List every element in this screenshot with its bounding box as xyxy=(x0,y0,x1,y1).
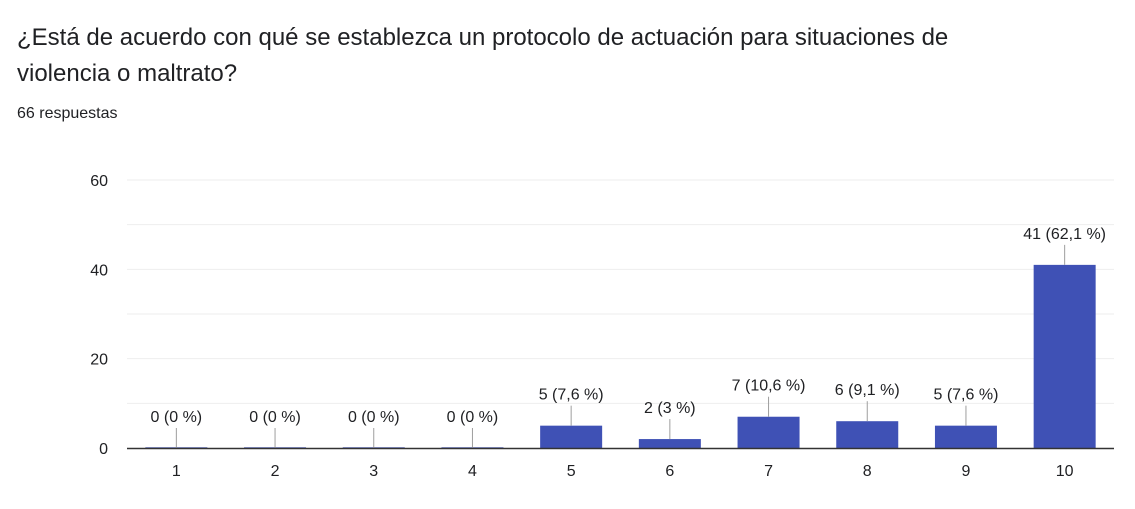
data-label-2: 0 (0 %) xyxy=(249,409,301,426)
data-label-1: 0 (0 %) xyxy=(151,409,203,426)
bar-8 xyxy=(836,421,899,448)
bar-9 xyxy=(934,425,997,448)
x-tick-label-10: 10 xyxy=(1056,463,1074,480)
y-tick-label: 60 xyxy=(90,173,108,190)
bar-6 xyxy=(638,439,701,448)
data-label-4: 0 (0 %) xyxy=(447,409,499,426)
bar-10 xyxy=(1033,264,1096,448)
question-line-2: violencia o maltrato? xyxy=(17,60,238,87)
x-tick-label-4: 4 xyxy=(468,463,477,480)
data-label-6: 2 (3 %) xyxy=(644,400,696,417)
x-tick-label-2: 2 xyxy=(271,463,280,480)
y-tick-label: 0 xyxy=(99,441,108,458)
data-label-9: 5 (7,6 %) xyxy=(933,387,998,404)
data-label-7: 7 (10,6 %) xyxy=(732,378,806,395)
x-tick-label-5: 5 xyxy=(567,463,576,480)
x-tick-label-6: 6 xyxy=(665,463,674,480)
y-tick-label: 40 xyxy=(90,262,108,279)
question-line-1: ¿Está de acuerdo con qué se establezca u… xyxy=(17,24,949,51)
y-tick-label: 20 xyxy=(90,352,108,369)
x-tick-label-1: 1 xyxy=(172,463,181,480)
x-tick-label-7: 7 xyxy=(764,463,773,480)
data-label-10: 41 (62,1 %) xyxy=(1023,226,1106,243)
x-tick-label-3: 3 xyxy=(369,463,378,480)
bar-7 xyxy=(737,416,800,448)
x-tick-label-8: 8 xyxy=(863,463,872,480)
data-label-8: 6 (9,1 %) xyxy=(835,382,900,399)
bar-5 xyxy=(540,425,603,448)
question-title: ¿Está de acuerdo con qué se establezca u… xyxy=(17,20,1017,92)
data-label-3: 0 (0 %) xyxy=(348,409,400,426)
data-label-5: 5 (7,6 %) xyxy=(539,387,604,404)
response-count: 66 respuestas xyxy=(17,105,118,122)
x-tick-label-9: 9 xyxy=(961,463,970,480)
